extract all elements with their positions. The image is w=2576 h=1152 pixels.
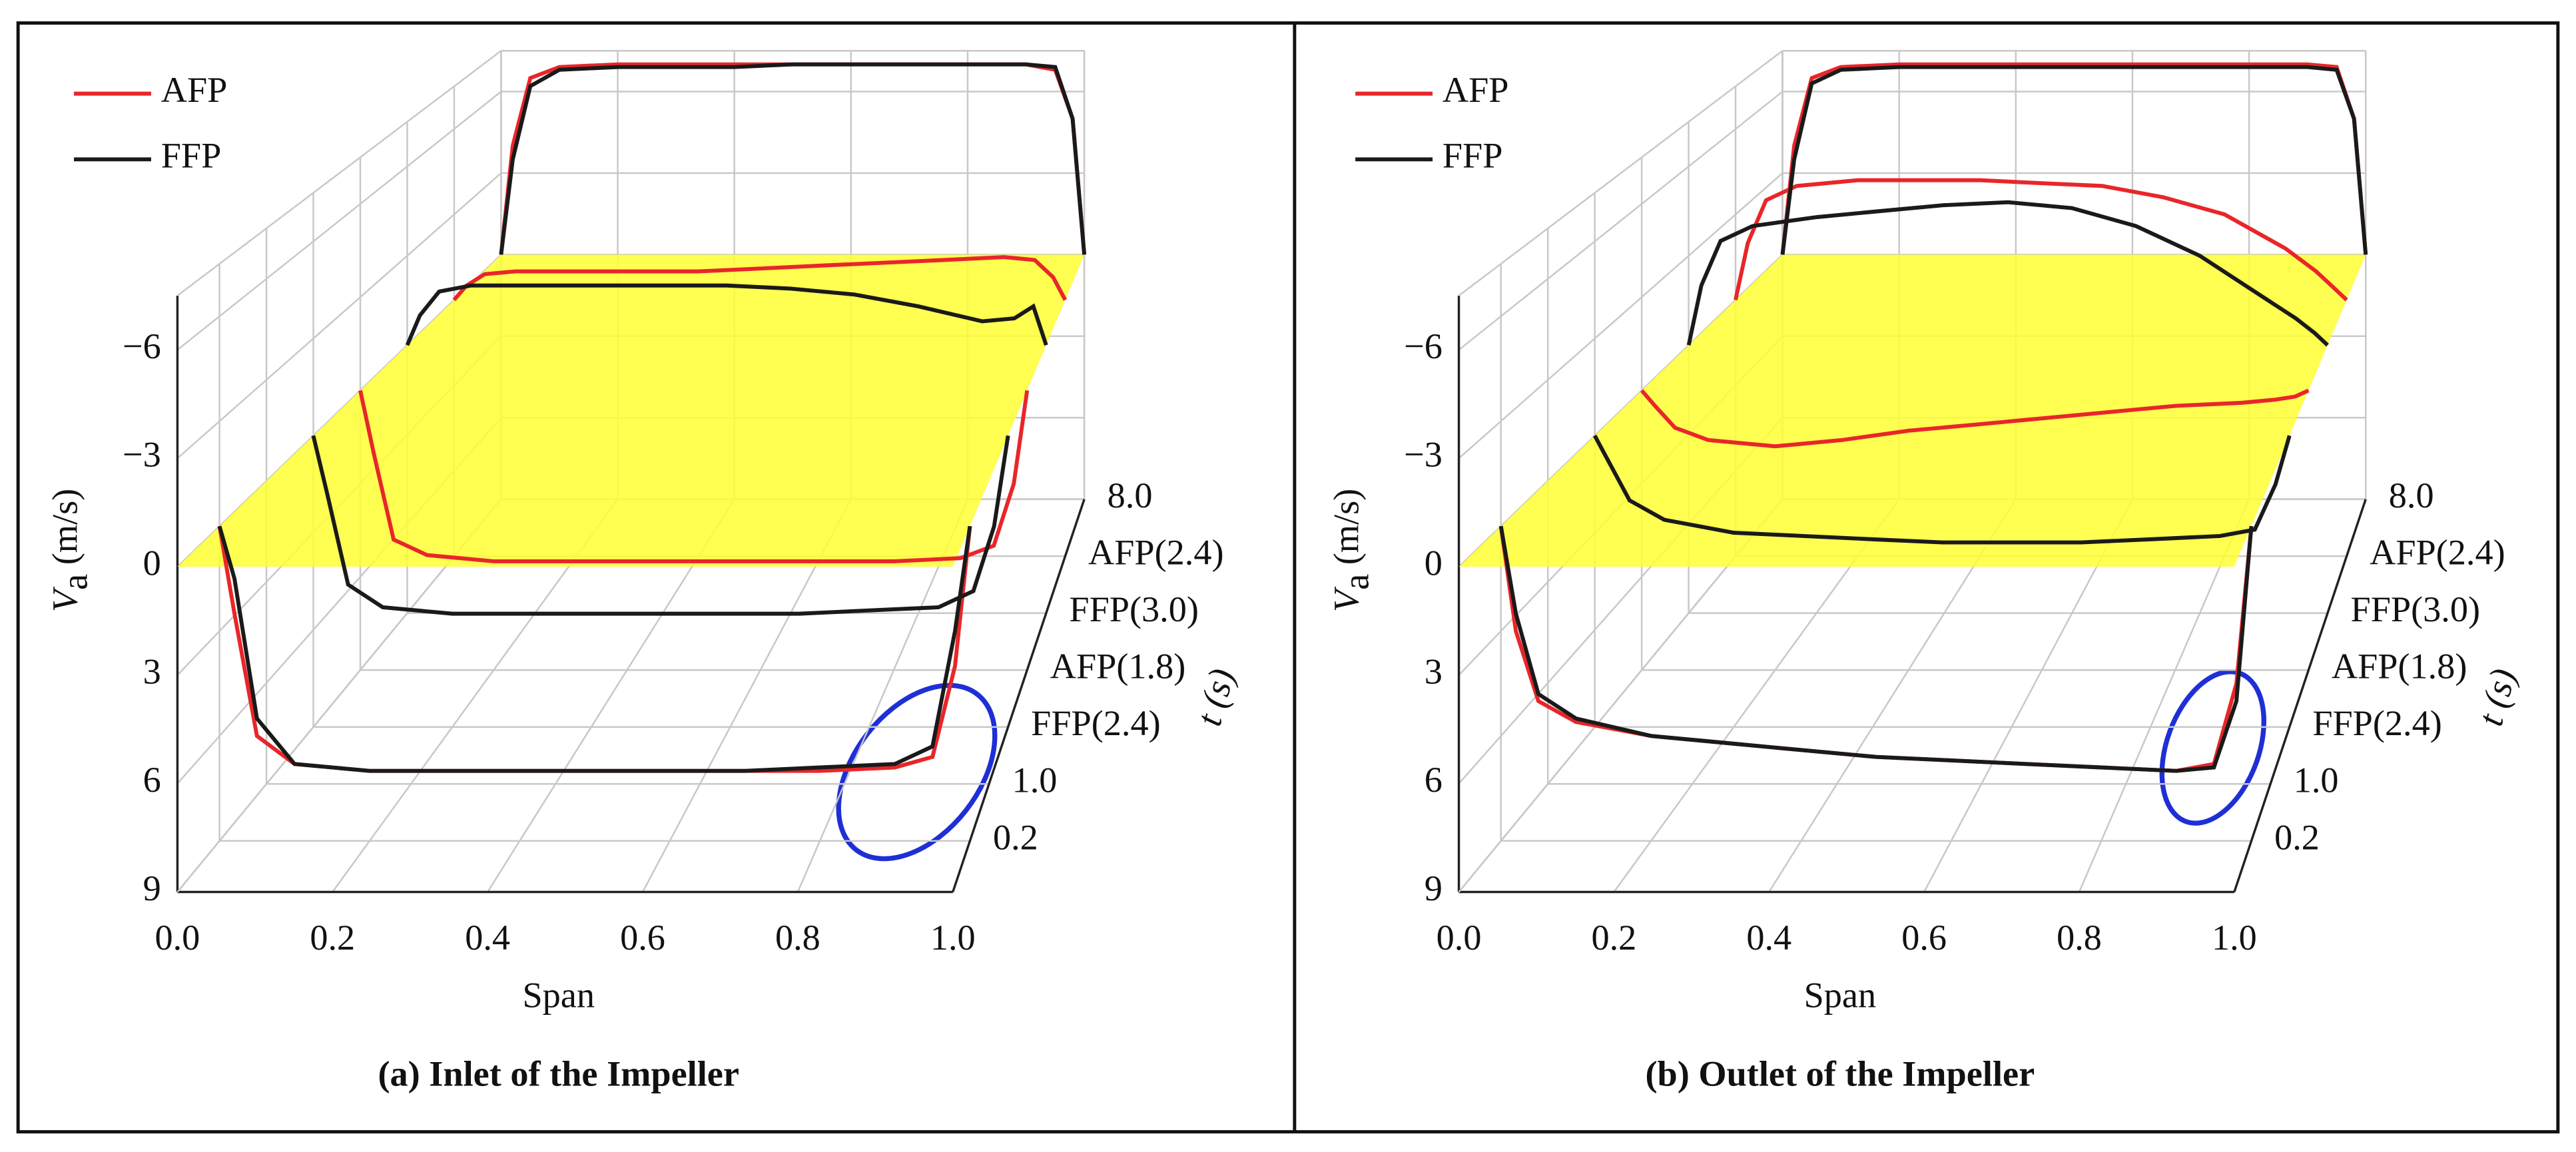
figure-border <box>16 21 2560 1134</box>
z-tick-label: 0.2 <box>993 817 1038 857</box>
highlight-ellipse <box>836 683 998 862</box>
x-axis-label: Span <box>522 975 595 1015</box>
profile-line <box>358 390 1030 563</box>
axis-line <box>2233 499 2367 893</box>
z-tick-label: FFP(2.4) <box>2312 703 2442 743</box>
z-tick-label: AFP(1.8) <box>2332 647 2467 687</box>
profile-line <box>1592 434 2292 545</box>
axis-line <box>176 50 502 297</box>
z-tick-label: 1.0 <box>2294 760 2339 800</box>
profile-line <box>1640 388 2310 449</box>
y-tick-label: 6 <box>1425 760 1443 800</box>
x-tick-label: 0.6 <box>620 918 665 958</box>
y-tick-label: −3 <box>1404 435 1443 475</box>
x-axis-label: Span <box>1804 975 1877 1015</box>
profile-line <box>499 62 1087 255</box>
y-tick-label: 0 <box>1425 543 1443 583</box>
x-tick-label: 1.0 <box>930 918 976 958</box>
z-tick-label: AFP(2.4) <box>2370 533 2505 573</box>
z-tick-label: FFP(3.0) <box>2351 589 2481 629</box>
x-tick-label: 0.2 <box>1591 918 1636 958</box>
zero-plane <box>1458 254 2366 567</box>
zero-plane <box>177 254 1085 567</box>
y-label-symbol: V <box>45 586 85 612</box>
y-tick-label: 6 <box>143 760 161 800</box>
profile-line <box>1498 525 2254 773</box>
axis-line <box>952 499 1086 893</box>
legend-label: AFP <box>161 70 228 110</box>
z-tick-label: 1.0 <box>1012 760 1058 800</box>
z-tick-label: 0.2 <box>2274 817 2320 857</box>
profile-line <box>1780 62 2368 255</box>
z-axis-label: t (s) <box>1189 665 1242 730</box>
x-tick-label: 0.0 <box>155 918 200 958</box>
y-tick-label: 0 <box>143 543 161 583</box>
profile-line <box>217 525 972 773</box>
x-tick-label: 0.8 <box>2057 918 2102 958</box>
y-grid-line <box>176 91 502 351</box>
z-tick-label: FFP(2.4) <box>1031 703 1161 743</box>
profile-line <box>1734 178 2348 302</box>
y-label-unit: (m/s) <box>45 489 85 574</box>
y-tick-label: 3 <box>1425 651 1443 691</box>
y-label-unit: (m/s) <box>1327 489 1367 574</box>
z-tick-label: FFP(3.0) <box>1069 589 1199 629</box>
profile-line <box>499 62 1087 255</box>
z-tick-label: AFP(2.4) <box>1088 533 1224 573</box>
y-label-subscript: a <box>1337 574 1377 590</box>
y-tick-label: 3 <box>143 651 161 691</box>
profile-line <box>1686 200 2330 347</box>
x-tick-label: 0.8 <box>775 918 820 958</box>
legend-label: FFP <box>1443 136 1503 176</box>
y-tick-label: 9 <box>1425 868 1443 908</box>
y-label-symbol: V <box>1327 586 1367 612</box>
x-tick-label: 1.0 <box>2212 918 2257 958</box>
profile-line <box>311 435 1010 616</box>
y-tick-label: −6 <box>1404 326 1443 366</box>
profile-line <box>1780 65 2368 255</box>
panel-caption: (b) Outlet of the Impeller <box>1645 1054 2035 1094</box>
x-tick-label: 0.2 <box>310 918 355 958</box>
y-tick-label: −6 <box>123 326 161 366</box>
z-tick-label: 8.0 <box>2389 475 2434 515</box>
profile-line <box>405 283 1048 346</box>
legend-label: AFP <box>1443 70 1509 110</box>
y-axis-label: Va (m/s) <box>45 489 95 612</box>
y-grid-line <box>176 172 502 459</box>
legend-label: FFP <box>161 136 222 176</box>
y-axis-label: Va (m/s) <box>1327 489 1377 612</box>
y-tick-label: 9 <box>143 868 161 908</box>
x-tick-label: 0.6 <box>1901 918 1947 958</box>
y-label-subscript: a <box>55 574 95 590</box>
x-tick-label: 0.4 <box>465 918 510 958</box>
z-tick-label: AFP(1.8) <box>1050 647 1186 687</box>
y-grid-line <box>1458 91 1783 351</box>
y-grid-line <box>1458 172 1783 459</box>
y-tick-label: −3 <box>123 435 161 475</box>
z-axis-label: t (s) <box>2470 665 2523 730</box>
panel-caption: (a) Inlet of the Impeller <box>378 1054 739 1094</box>
x-tick-label: 0.4 <box>1746 918 1791 958</box>
x-tick-label: 0.0 <box>1437 918 1482 958</box>
z-tick-label: 8.0 <box>1108 475 1153 515</box>
axis-line <box>1458 50 1783 297</box>
profile-line <box>452 255 1068 302</box>
